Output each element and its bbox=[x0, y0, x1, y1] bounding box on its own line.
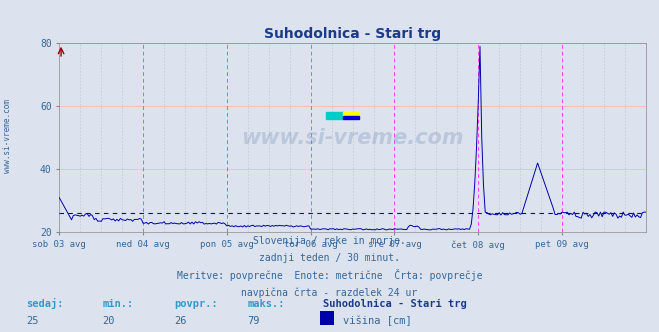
Text: Slovenija / reke in morje.: Slovenija / reke in morje. bbox=[253, 236, 406, 246]
Text: min.:: min.: bbox=[102, 299, 133, 309]
Text: Meritve: povprečne  Enote: metrične  Črta: povprečje: Meritve: povprečne Enote: metrične Črta:… bbox=[177, 269, 482, 281]
Title: Suhodolnica - Stari trg: Suhodolnica - Stari trg bbox=[264, 27, 441, 41]
Text: www.si-vreme.com: www.si-vreme.com bbox=[241, 128, 464, 148]
Bar bbox=[343, 116, 359, 119]
Text: 20: 20 bbox=[102, 316, 115, 326]
Text: sedaj:: sedaj: bbox=[26, 298, 64, 309]
Text: višina [cm]: višina [cm] bbox=[343, 315, 411, 326]
Bar bbox=[326, 112, 343, 119]
Text: Suhodolnica - Stari trg: Suhodolnica - Stari trg bbox=[323, 299, 467, 309]
Text: www.si-vreme.com: www.si-vreme.com bbox=[3, 99, 13, 173]
Text: povpr.:: povpr.: bbox=[175, 299, 218, 309]
Text: 25: 25 bbox=[26, 316, 39, 326]
Text: 26: 26 bbox=[175, 316, 187, 326]
Text: zadnji teden / 30 minut.: zadnji teden / 30 minut. bbox=[259, 253, 400, 263]
Text: navpična črta - razdelek 24 ur: navpična črta - razdelek 24 ur bbox=[241, 287, 418, 298]
Text: maks.:: maks.: bbox=[247, 299, 285, 309]
Bar bbox=[343, 112, 359, 116]
Text: 79: 79 bbox=[247, 316, 260, 326]
